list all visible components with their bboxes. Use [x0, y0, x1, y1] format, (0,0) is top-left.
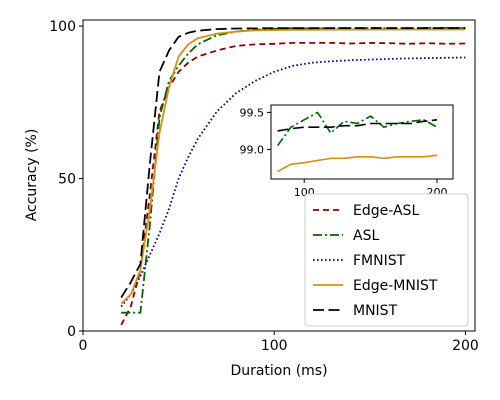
- inset-background: [271, 105, 453, 179]
- inset-series-edge-mnist: [277, 154, 438, 173]
- main-y-tick-label: 50: [58, 172, 76, 188]
- legend-label-mnist: MNIST: [353, 303, 398, 319]
- legend: Edge-ASL ASL FMNIST Edge-MNIST MNIST: [304, 193, 469, 327]
- main-y-tick-label: 0: [67, 324, 76, 340]
- legend-label-fmnist: FMNIST: [353, 253, 406, 269]
- main-x-tick-label: 0: [79, 338, 88, 354]
- main-x-tick-label: 200: [452, 338, 479, 354]
- legend-label-asl: ASL: [353, 228, 379, 244]
- inset-y-tick-label: 99.5: [240, 106, 265, 119]
- main-x-tick-label: 100: [261, 338, 288, 354]
- inset-y-tick-label: 99.0: [240, 143, 265, 156]
- main-series-edge-mnist: [120, 28, 466, 305]
- inset-frame: [270, 104, 454, 180]
- main-series-mnist: [120, 27, 466, 298]
- inset-plot-lines: [276, 111, 438, 173]
- main-plot-frame: [82, 19, 476, 332]
- legend-box: [304, 193, 469, 327]
- inset-series-mnist: [277, 119, 438, 132]
- legend-label-edge-asl: Edge-ASL: [353, 203, 419, 219]
- main-axes: 0 100 200 0 50 100: [49, 19, 479, 354]
- main-y-tick-label: 100: [49, 19, 76, 35]
- y-axis-label: Accuracy (%): [24, 129, 40, 222]
- main-series-edge-asl: [120, 42, 466, 326]
- x-axis-label: Duration (ms): [230, 363, 327, 379]
- main-plot-lines: [120, 26, 466, 326]
- inset-series-asl: [276, 111, 438, 147]
- legend-label-edge-mnist: Edge-MNIST: [353, 278, 438, 294]
